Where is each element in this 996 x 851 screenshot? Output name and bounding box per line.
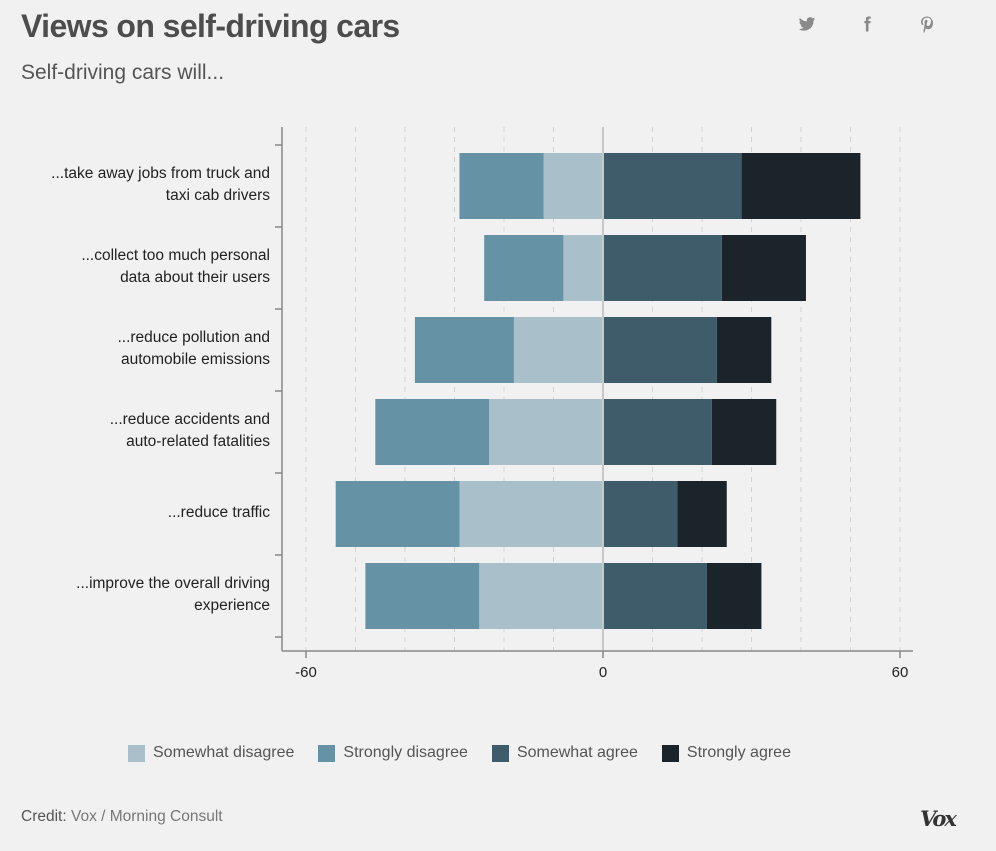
category-label: ...improve the overall driving experience (0, 573, 270, 617)
category-label-line: ...take away jobs from truck and (51, 165, 270, 182)
legend-swatch (661, 744, 679, 762)
legend-item-strongly-disagree[interactable]: Strongly disagree (318, 744, 468, 762)
bar-somewhat-agree (603, 563, 707, 629)
category-label: ...reduce accidents and auto-related fata… (0, 409, 270, 453)
bar-somewhat-disagree (543, 153, 603, 219)
legend-swatch (318, 744, 336, 762)
legend-item-somewhat-agree[interactable]: Somewhat agree (491, 744, 638, 762)
legend: Somewhat disagree Strongly disagree Some… (128, 744, 815, 762)
legend-item-somewhat-disagree[interactable]: Somewhat disagree (128, 744, 294, 762)
chart-subtitle: Self-driving cars will... (21, 61, 225, 84)
credit-line: Credit: Vox / Morning Consult (21, 808, 223, 826)
category-label-line: ...reduce traffic (167, 504, 270, 521)
legend-label: Strongly agree (686, 744, 791, 761)
bar-strongly-agree (711, 399, 777, 465)
bar-strongly-disagree (459, 153, 544, 219)
legend-label: Strongly disagree (343, 744, 468, 761)
category-label-line: experience (194, 597, 270, 614)
bar-somewhat-agree (603, 399, 712, 465)
category-label: ...reduce pollution and automobile emissi… (0, 327, 270, 371)
vox-logo[interactable]: Vox (920, 806, 957, 831)
bar-strongly-agree (677, 481, 727, 547)
bar-strongly-disagree (335, 481, 460, 547)
twitter-share-button[interactable] (795, 12, 819, 36)
category-label: ...take away jobs from truck and taxi cab… (0, 163, 270, 207)
x-tick-label: -60 (295, 664, 317, 681)
bar-somewhat-disagree (563, 235, 603, 301)
legend-swatch (491, 744, 509, 762)
legend-label: Somewhat disagree (153, 744, 295, 761)
bar-somewhat-disagree (479, 563, 603, 629)
bar-somewhat-agree (603, 235, 722, 301)
facebook-icon (864, 16, 871, 32)
facebook-share-button[interactable] (855, 12, 879, 36)
category-label-line: taxi cab drivers (165, 187, 270, 204)
bar-somewhat-agree (603, 481, 678, 547)
bar-strongly-disagree (484, 235, 564, 301)
credit-key: Credit: (21, 808, 67, 825)
credit-source: Vox / Morning Consult (70, 808, 223, 825)
category-label-line: ...reduce accidents and (109, 411, 270, 428)
bar-somewhat-disagree (513, 317, 603, 383)
category-label: ...reduce traffic (0, 502, 270, 524)
category-label-line: ...improve the overall driving (76, 575, 270, 592)
bar-somewhat-disagree (489, 399, 603, 465)
category-label: ...collect too much personal data about t… (0, 245, 270, 289)
legend-swatch (128, 744, 145, 762)
x-tick-label: 60 (892, 664, 909, 681)
bar-strongly-disagree (365, 563, 480, 629)
legend-label: Somewhat agree (516, 744, 638, 761)
x-tick-label: 0 (599, 664, 607, 681)
category-label-line: ...collect too much personal (81, 247, 270, 264)
twitter-icon (798, 17, 816, 31)
bar-strongly-agree (741, 153, 861, 219)
chart-title: Views on self-driving cars (21, 8, 400, 44)
legend-item-strongly-agree[interactable]: Strongly agree (661, 744, 791, 762)
bar-strongly-disagree (375, 399, 490, 465)
bar-somewhat-disagree (459, 481, 603, 547)
pinterest-share-button[interactable] (915, 12, 939, 36)
bar-somewhat-agree (603, 153, 742, 219)
diverging-bar-chart: -60 0 60 (275, 127, 913, 681)
bar-strongly-agree (716, 317, 772, 383)
bar-strongly-agree (706, 563, 762, 629)
bar-strongly-agree (721, 235, 806, 301)
category-label-line: auto-related fatalities (126, 433, 270, 450)
pinterest-icon (921, 16, 933, 33)
category-label-line: data about their users (120, 269, 270, 286)
bar-strongly-disagree (414, 317, 514, 383)
category-label-line: automobile emissions (120, 351, 270, 368)
bar-somewhat-agree (603, 317, 717, 383)
category-label-line: ...reduce pollution and (117, 329, 270, 346)
